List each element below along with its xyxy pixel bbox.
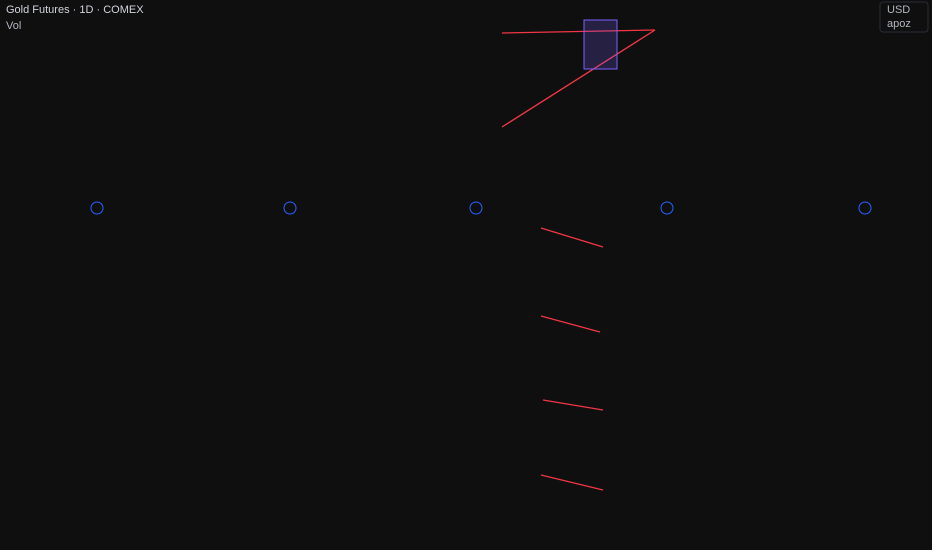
event-icon[interactable] — [283, 201, 297, 215]
currency: USD — [887, 4, 910, 16]
divergence-line — [540, 227, 604, 248]
event-icon[interactable] — [90, 201, 104, 215]
volume-title: Vol — [6, 20, 21, 32]
note: apoz — [887, 18, 911, 30]
divergence-line — [542, 399, 604, 411]
event-icon[interactable] — [660, 201, 674, 215]
event-icon[interactable] — [469, 201, 483, 215]
drawings — [501, 29, 656, 491]
trendline — [501, 29, 656, 34]
highlight-box — [583, 19, 618, 70]
divergence-line — [540, 315, 601, 333]
divergence-line — [540, 474, 604, 491]
event-icons — [90, 201, 872, 215]
event-icon[interactable] — [858, 201, 872, 215]
trendline — [501, 29, 656, 128]
currency-box[interactable] — [879, 1, 929, 33]
chart-title: Gold Futures · 1D · COMEX — [6, 4, 144, 16]
